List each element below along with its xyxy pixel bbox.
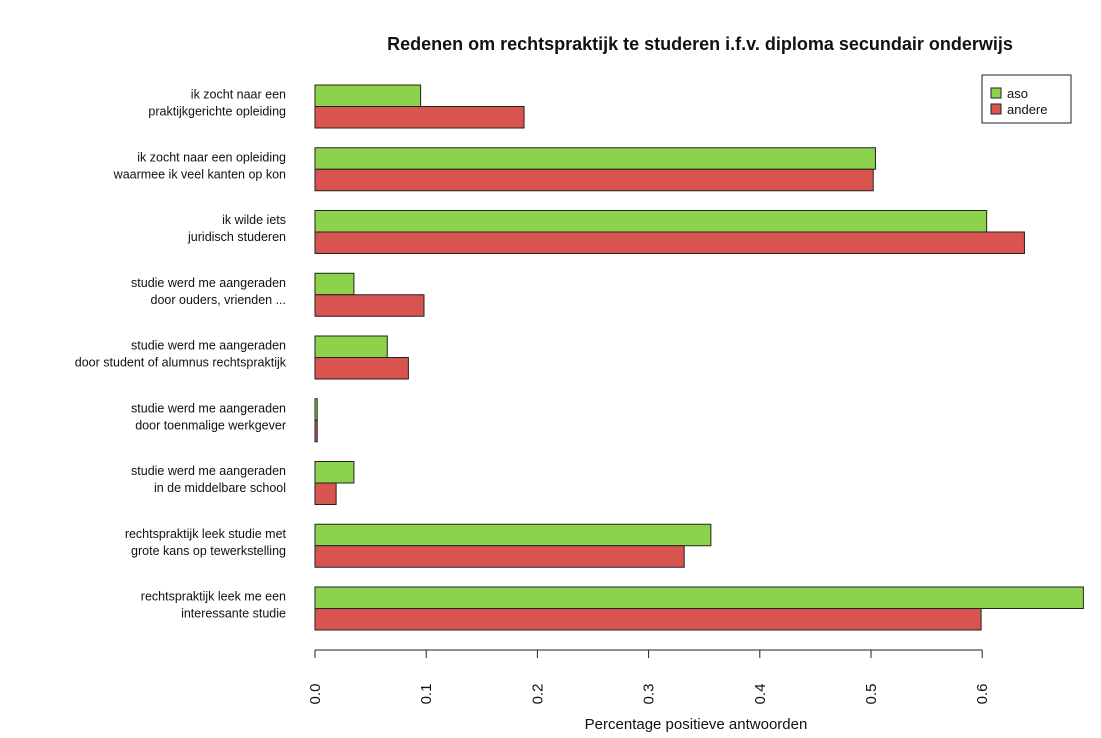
bar-andere-1 [314, 106, 525, 129]
category-labels: ik zocht naar een praktijkgerichte opleid… [75, 88, 287, 621]
bar-andere-3 [314, 231, 1025, 254]
category-label-line: praktijkgerichte opleiding [148, 105, 286, 119]
bars-layer [314, 84, 1084, 631]
bar-aso-7 [314, 461, 355, 484]
bar-andere-7 [314, 482, 337, 505]
category-label-2: ik zocht naar een opleiding waarmee ik ve… [113, 150, 286, 181]
category-label-line: juridisch studeren [187, 230, 286, 244]
category-label-line: door toenmalige werkgever [135, 418, 286, 432]
category-label-line: studie werd me aangeraden [131, 276, 286, 290]
category-label-3: ik wilde iets juridisch studeren [187, 213, 286, 244]
category-label-6: studie werd me aangeraden door toenmalige… [131, 401, 286, 432]
category-label-line: ik zocht naar een opleiding [137, 150, 286, 164]
x-tick-label-0: 0.0 [307, 684, 324, 705]
x-tick-label-4: 0.4 [752, 684, 769, 705]
category-label-line: rechtspraktijk leek studie met [125, 527, 287, 541]
legend-box [981, 74, 1072, 124]
chart-title: Redenen om rechtspraktijk te studeren i.… [387, 34, 1013, 54]
x-tick-label-6: 0.6 [974, 684, 991, 705]
bar-aso-8 [314, 523, 712, 547]
x-tick-label-3: 0.3 [641, 684, 658, 705]
category-label-line: waarmee ik veel kanten op kon [113, 167, 286, 181]
category-label-7: studie werd me aangeraden in de middelbar… [131, 464, 286, 495]
bar-aso-6 [314, 398, 318, 421]
bar-andere-2 [314, 168, 874, 192]
category-label-line: studie werd me aangeraden [131, 401, 286, 415]
category-label-line: grote kans op tewerkstelling [131, 544, 286, 558]
category-label-line: studie werd me aangeraden [131, 464, 286, 478]
bar-aso-2 [314, 147, 876, 170]
x-axis-label: Percentage positieve antwoorden [585, 716, 808, 733]
category-label-5: studie werd me aangeraden door student of… [75, 339, 287, 370]
bar-aso-5 [314, 335, 388, 358]
x-tick-label-1: 0.1 [418, 684, 435, 705]
category-label-4: studie werd me aangeraden door ouders, vr… [131, 276, 286, 307]
bar-aso-3 [314, 210, 988, 233]
x-axis: 0.0 0.1 0.2 0.3 0.4 0.5 0.6 [307, 649, 991, 705]
legend-label-aso: aso [1007, 86, 1028, 101]
category-label-1: ik zocht naar een praktijkgerichte opleid… [148, 88, 286, 119]
category-label-line: in de middelbare school [154, 481, 286, 495]
category-label-9: rechtspraktijk leek me een interessante s… [141, 590, 286, 621]
category-label-line: studie werd me aangeraden [131, 339, 286, 353]
bar-andere-5 [314, 357, 409, 380]
category-label-line: door ouders, vrienden ... [151, 293, 287, 307]
category-label-line: ik zocht naar een [191, 88, 286, 102]
legend-swatch-aso [990, 87, 1002, 99]
category-label-line: rechtspraktijk leek me een [141, 590, 286, 604]
legend-swatch-andere [990, 103, 1002, 115]
bar-andere-4 [314, 294, 425, 317]
legend: aso andere [981, 74, 1072, 124]
bar-andere-6 [314, 419, 318, 443]
bar-andere-8 [314, 545, 685, 568]
legend-label-andere: andere [1007, 102, 1047, 117]
x-tick-label-2: 0.2 [529, 684, 546, 705]
bar-aso-4 [314, 272, 355, 296]
bar-aso-9 [314, 586, 1084, 609]
x-tick-label-5: 0.5 [863, 684, 880, 705]
bar-aso-1 [314, 84, 422, 107]
category-label-8: rechtspraktijk leek studie met grote kans… [125, 527, 287, 558]
category-label-line: ik wilde iets [222, 213, 286, 227]
category-label-line: door student of alumnus rechtspraktijk [75, 356, 287, 370]
category-label-line: interessante studie [181, 607, 286, 621]
bar-andere-9 [314, 608, 982, 631]
